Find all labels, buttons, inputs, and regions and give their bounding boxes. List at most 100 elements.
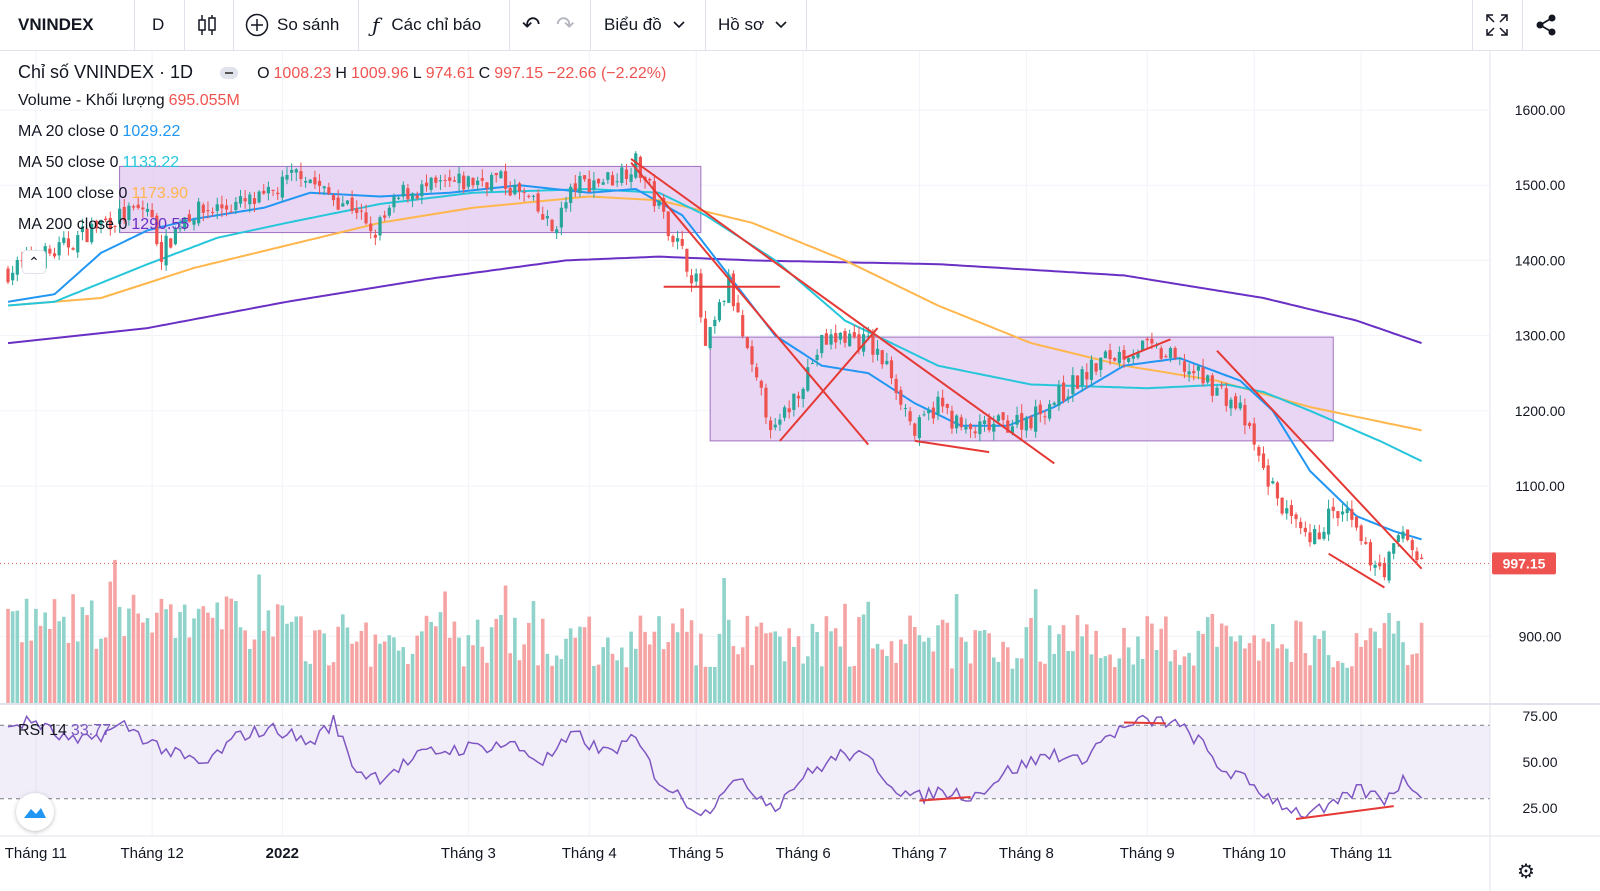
volume-bar [713,666,717,704]
price-chart[interactable]: 75.00 50.00 25.00 1600.00 1500.00 1400.00 130… [0,51,1600,891]
volume-bar [1271,623,1275,704]
volume-bar [438,612,443,704]
volume-bar [792,646,796,704]
interval-button[interactable]: D [152,0,164,50]
candle-body [1299,521,1303,529]
volume-bar [1010,668,1015,704]
volume-bar [1061,625,1066,704]
volume-bar [638,615,643,704]
toolbar-divider [705,0,706,50]
candle-body [592,180,596,190]
volume-bar [131,594,136,704]
volume-bar [1215,646,1219,704]
candle-body [899,390,903,405]
volume-bar [1340,662,1345,704]
candle-body [610,175,615,186]
candle-body [197,201,201,224]
trendline [1123,338,1171,360]
candle-type-button[interactable] [196,0,218,50]
fullscreen-button[interactable] [1485,0,1509,50]
volume-bar [350,643,354,704]
candle-body [490,174,494,191]
volume-bar [657,616,661,704]
candle-body [471,177,475,186]
volume-bar [466,635,471,704]
candle-body [1280,497,1284,514]
profile-dropdown[interactable]: Hồ sơ [718,0,788,50]
volume-bar [1396,620,1401,704]
settings-button[interactable]: ⚙ [1514,859,1538,883]
volume-bar [1038,661,1043,704]
hide-legend-toggle[interactable] [220,67,239,80]
last-price-label: 997.15 [1503,555,1546,571]
volume-bar [606,637,610,704]
volume-bar [1015,658,1019,704]
candle-body [378,217,382,236]
trendline [779,327,879,442]
volume-bar [38,625,43,704]
volume-bar [1159,628,1163,704]
toolbar-divider [509,0,510,50]
symbol-search[interactable]: VNINDEX [18,0,94,50]
candle-body [1029,416,1033,429]
chart-type-dropdown[interactable]: Biểu đồ [604,0,686,50]
volume-bar [243,630,247,704]
volume-bar [1033,589,1038,704]
candle-body [871,335,875,355]
volume-bar [1252,635,1256,704]
redo-button[interactable]: ↷ [556,0,574,50]
candle-body [666,211,670,237]
trendlines [630,158,1423,589]
compare-button[interactable]: So sánh [245,0,339,50]
candle-body [48,248,52,254]
collapse-legend-button[interactable]: ⌃ [22,250,46,274]
candle-body [587,178,591,193]
candle-body [1373,564,1377,568]
volume-bar [410,653,415,704]
candle-body [462,175,466,190]
volume-bar [894,662,898,704]
undo-button[interactable]: ↶ [522,0,540,50]
volume-bar [238,627,243,704]
candle-body [201,204,205,213]
candle-body [20,260,24,262]
candle-body [536,193,540,212]
indicators-button[interactable]: ƒ Các chỉ báo [372,0,481,50]
candle-body [1141,340,1145,351]
candle-body [1364,541,1368,544]
volume-bar [717,633,722,704]
share-icon [1536,14,1556,36]
candle-body [689,275,694,284]
volume-bar [987,633,991,704]
volume-bar [1024,627,1029,704]
volume-bar [387,635,392,704]
volume-bar [954,594,959,704]
candle-body [1354,516,1359,528]
volume-label: Volume - Khối lượng [18,92,165,109]
volume-bar [1029,617,1033,704]
volume-bar [201,606,206,704]
toolbar-divider [358,0,359,50]
candle-body [1234,396,1238,409]
volume-bar [1066,650,1070,704]
candle-body [810,363,815,365]
chart-type-label: Biểu đồ [604,15,662,34]
volume-bar [880,649,884,704]
volume-bar [1140,658,1145,704]
volume-bar [592,665,596,704]
volume-bar [1280,644,1284,704]
candle-body [401,184,405,197]
share-button[interactable] [1534,0,1558,50]
candle-body [1420,557,1424,560]
open-value: 1008.23 [273,65,332,82]
volume-bar [1238,635,1243,704]
candle-body [373,234,377,238]
tradingview-logo[interactable] [16,793,54,831]
candle-body [1410,540,1414,551]
volume-bar [568,628,573,704]
volume-bar [224,596,229,704]
volume-bar [1019,658,1024,704]
candle-body [85,228,89,243]
volume-bar [694,665,698,704]
volume-bar [1405,665,1410,704]
